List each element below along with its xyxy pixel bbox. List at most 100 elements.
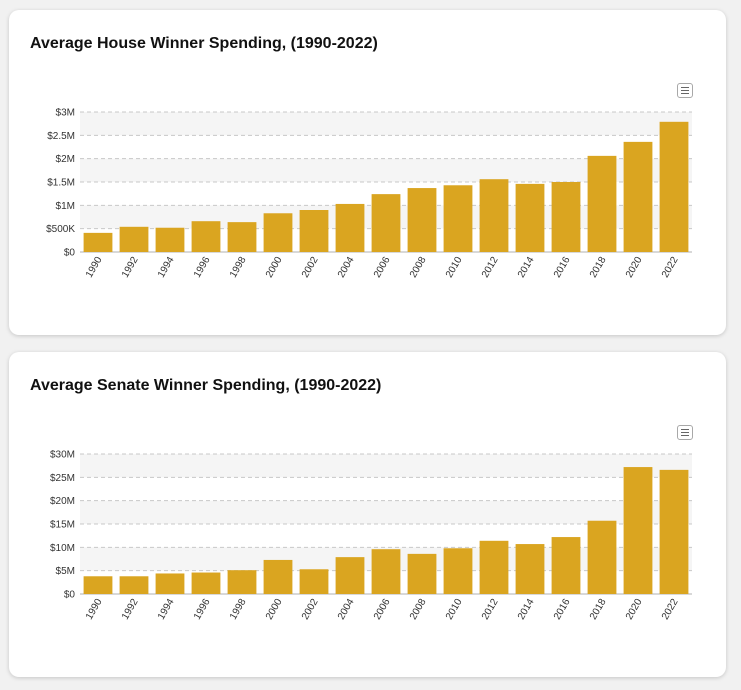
house-y-tick-label: $500K xyxy=(46,224,75,235)
senate-y-tick-label: $20M xyxy=(50,496,75,507)
house-x-tick-label: 1990 xyxy=(84,255,105,280)
house-grid-band xyxy=(80,112,692,136)
senate-bar-1990[interactable] xyxy=(83,576,113,594)
house-bar-2012[interactable] xyxy=(479,179,509,252)
house-bar-1990[interactable] xyxy=(83,232,113,252)
senate-bar-1998[interactable] xyxy=(227,570,257,594)
senate-x-tick-label: 2008 xyxy=(408,597,429,622)
house-x-tick-label: 1998 xyxy=(228,255,249,280)
hamburger-menu-icon xyxy=(681,87,689,88)
senate-x-tick-label: 2002 xyxy=(300,597,321,622)
house-y-tick-label: $2.5M xyxy=(47,131,75,142)
house-x-tick-label: 2012 xyxy=(480,255,501,280)
house-bar-chart: $0 $500K $1M $1.5M $2M $2.5M $3M 1990 1992 1994 19… xyxy=(46,108,692,280)
house-bar-1994[interactable] xyxy=(155,227,185,252)
senate-y-tick-label: $15M xyxy=(50,520,75,531)
senate-x-tick-label: 2014 xyxy=(516,597,537,622)
house-bar-2004[interactable] xyxy=(335,203,365,252)
senate-bar-2002[interactable] xyxy=(299,569,329,594)
house-bar-2000[interactable] xyxy=(263,213,293,252)
senate-y-tick-label: $10M xyxy=(50,543,75,554)
senate-y-tick-label: $0 xyxy=(64,590,76,601)
senate-x-tick-label: 1998 xyxy=(228,597,249,622)
house-y-tick-label: $1M xyxy=(56,201,75,212)
senate-bar-2014[interactable] xyxy=(515,544,545,594)
senate-bar-1994[interactable] xyxy=(155,573,185,594)
senate-x-tick-label: 2022 xyxy=(660,597,681,622)
house-grid-band xyxy=(80,158,692,182)
senate-x-tick-label: 1996 xyxy=(192,597,213,622)
house-x-tick-label: 2018 xyxy=(588,255,609,280)
house-bar-2008[interactable] xyxy=(407,188,437,252)
senate-bar-2016[interactable] xyxy=(551,537,581,594)
house-y-tick-label: $0 xyxy=(64,248,76,259)
house-x-tick-label: 2008 xyxy=(408,255,429,280)
house-bar-1996[interactable] xyxy=(191,221,221,252)
house-x-tick-label: 2020 xyxy=(624,255,645,280)
senate-y-tick-label: $5M xyxy=(56,566,75,577)
house-bar-2006[interactable] xyxy=(371,194,401,252)
senate-bar-2000[interactable] xyxy=(263,559,293,594)
house-chart-title: Average House Winner Spending, (1990-202… xyxy=(30,35,378,52)
senate-chart-card: Average Senate Winner Spending, (1990-20… xyxy=(9,352,726,677)
senate-bar-2012[interactable] xyxy=(479,540,509,594)
house-x-tick-label: 2002 xyxy=(300,255,321,280)
senate-x-tick-label: 2010 xyxy=(444,597,465,622)
house-x-tick-label: 1996 xyxy=(192,255,213,280)
house-y-tick-label: $2M xyxy=(56,154,75,165)
house-chart-card: Average House Winner Spending, (1990-202… xyxy=(9,10,726,335)
senate-bar-2022[interactable] xyxy=(659,469,689,594)
senate-x-tick-label: 2018 xyxy=(588,597,609,622)
senate-bar-2004[interactable] xyxy=(335,557,365,594)
senate-chart-menu-button[interactable] xyxy=(677,425,693,440)
house-x-tick-label: 2014 xyxy=(516,255,537,280)
senate-chart-title: Average Senate Winner Spending, (1990-20… xyxy=(30,377,382,394)
hamburger-menu-icon xyxy=(681,429,689,430)
house-bar-2002[interactable] xyxy=(299,210,329,252)
house-bar-2018[interactable] xyxy=(587,155,617,252)
house-x-tick-label: 2016 xyxy=(552,255,573,280)
senate-y-tick-label: $30M xyxy=(50,450,75,461)
senate-x-tick-label: 2006 xyxy=(372,597,393,622)
senate-bar-2020[interactable] xyxy=(623,467,653,594)
senate-x-tick-label: 2012 xyxy=(480,597,501,622)
house-bar-1992[interactable] xyxy=(119,226,149,252)
house-x-tick-label: 1994 xyxy=(156,255,177,280)
house-bar-2020[interactable] xyxy=(623,141,653,252)
hamburger-menu-icon xyxy=(681,90,689,91)
senate-bar-2010[interactable] xyxy=(443,548,473,594)
hamburger-menu-icon xyxy=(681,432,689,433)
senate-bar-2006[interactable] xyxy=(371,549,401,594)
house-x-tick-label: 2006 xyxy=(372,255,393,280)
house-x-tick-label: 2004 xyxy=(336,255,357,280)
house-bar-2014[interactable] xyxy=(515,183,545,252)
senate-x-tick-label: 1994 xyxy=(156,597,177,622)
senate-grid-band xyxy=(80,454,692,478)
senate-y-tick-label: $25M xyxy=(50,473,75,484)
house-bar-2010[interactable] xyxy=(443,185,473,252)
senate-x-tick-label: 2016 xyxy=(552,597,573,622)
house-bar-2022[interactable] xyxy=(659,121,689,252)
senate-bar-2018[interactable] xyxy=(587,520,617,594)
house-y-tick-label: $1.5M xyxy=(47,178,75,189)
hamburger-menu-icon xyxy=(681,93,689,94)
senate-bar-chart: $0 $5M $10M $15M $20M $25M $30M 1990 1992 1994 199… xyxy=(50,450,692,622)
senate-x-tick-label: 1992 xyxy=(120,597,141,622)
house-x-tick-label: 2022 xyxy=(660,255,681,280)
senate-bar-1996[interactable] xyxy=(191,572,221,594)
hamburger-menu-icon xyxy=(681,435,689,436)
house-x-tick-label: 2010 xyxy=(444,255,465,280)
senate-bar-1992[interactable] xyxy=(119,576,149,594)
senate-bar-2008[interactable] xyxy=(407,553,437,594)
senate-grid-band xyxy=(80,500,692,524)
house-y-tick-label: $3M xyxy=(56,108,75,119)
senate-x-tick-label: 2004 xyxy=(336,597,357,622)
house-bar-1998[interactable] xyxy=(227,222,257,252)
house-x-tick-label: 2000 xyxy=(264,255,285,280)
senate-x-tick-label: 2000 xyxy=(264,597,285,622)
senate-x-tick-label: 1990 xyxy=(84,597,105,622)
senate-x-tick-label: 2020 xyxy=(624,597,645,622)
house-bar-2016[interactable] xyxy=(551,182,581,252)
house-chart-menu-button[interactable] xyxy=(677,83,693,98)
house-x-tick-label: 1992 xyxy=(120,255,141,280)
